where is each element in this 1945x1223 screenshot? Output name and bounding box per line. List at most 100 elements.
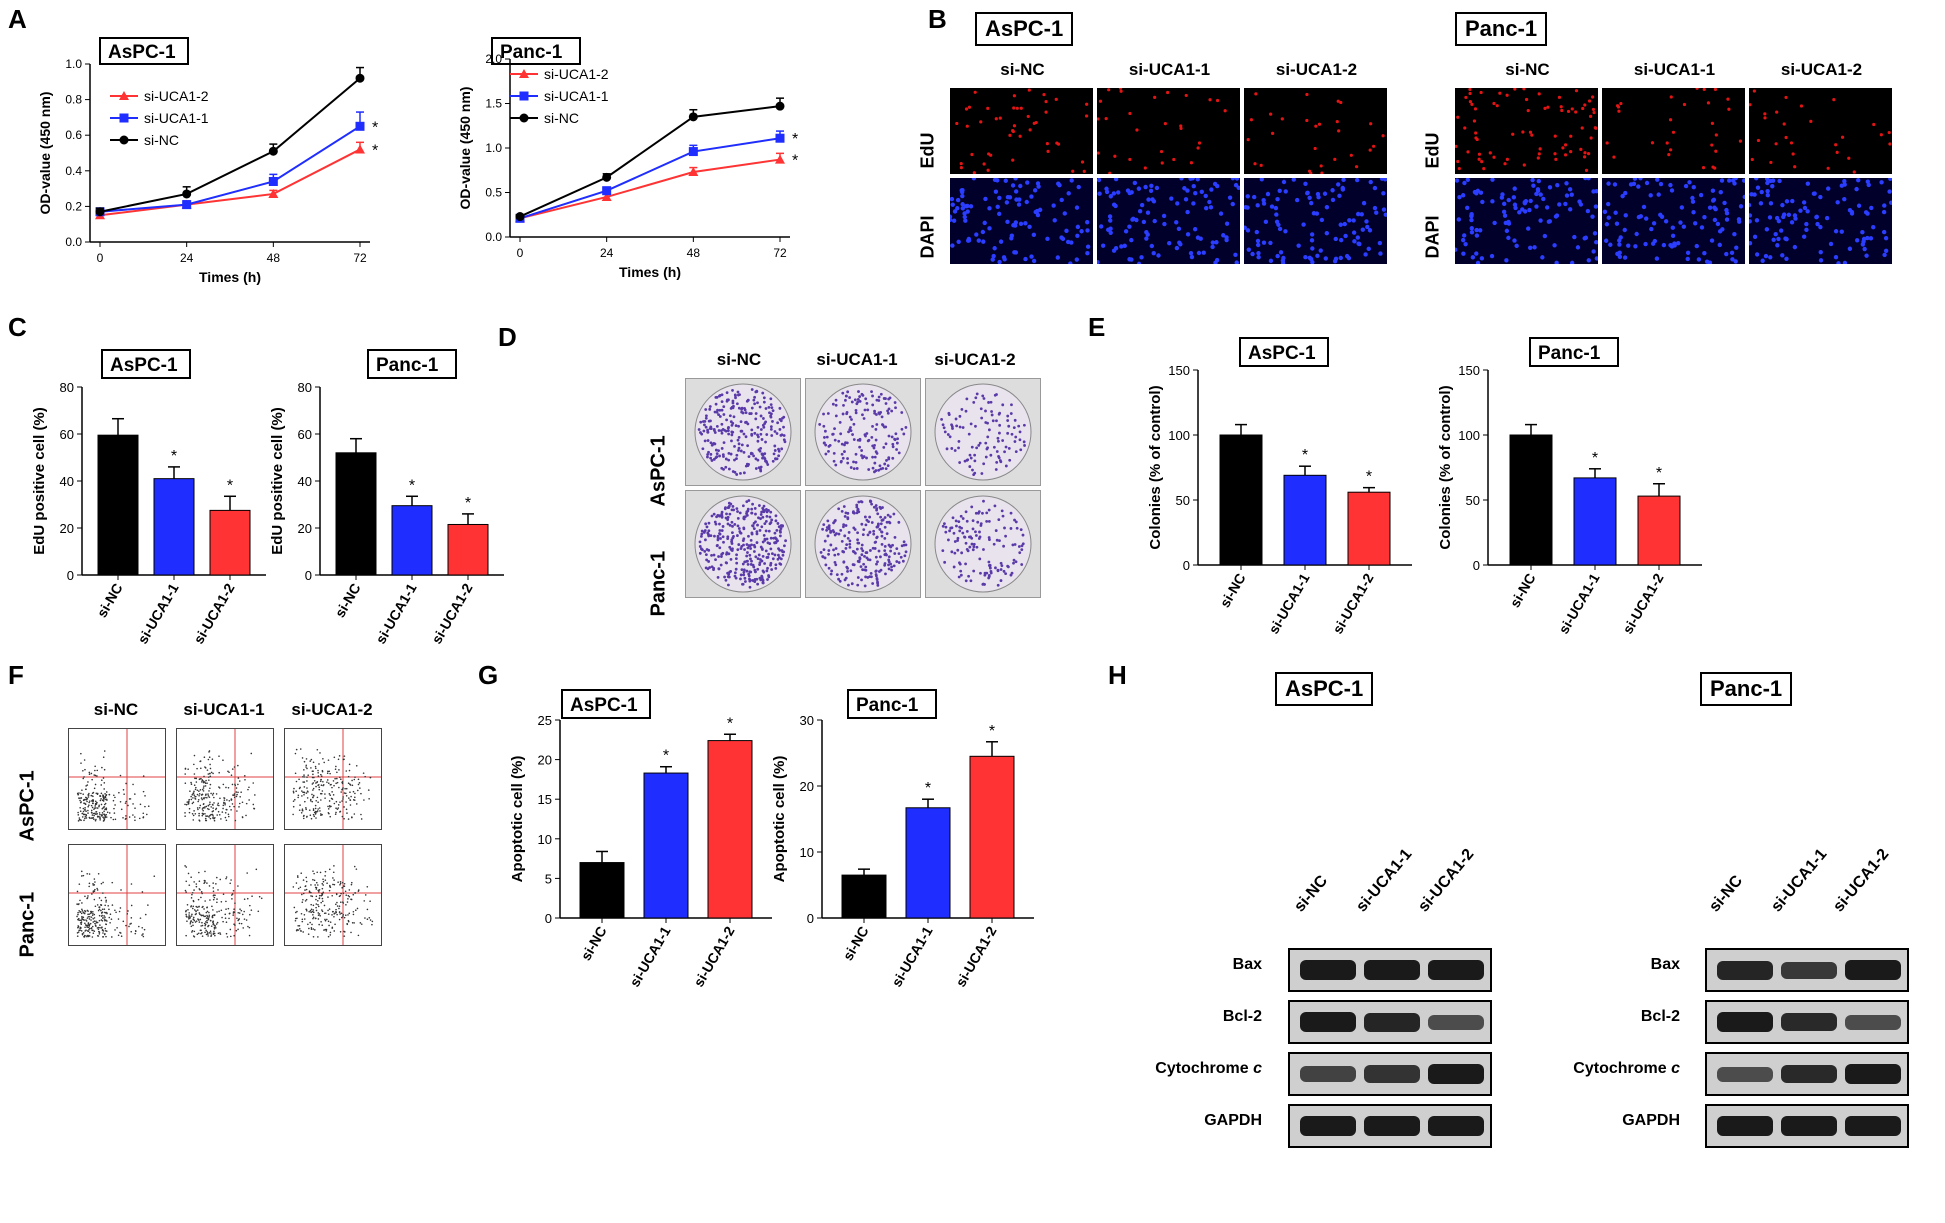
y-tick-label: 0.5 (485, 186, 502, 200)
panel-letter-b: B (928, 4, 947, 34)
x-tick-label: 0 (517, 246, 524, 260)
panel-letter-e: E (1088, 312, 1106, 342)
x-tick-label: si-NC (1506, 571, 1538, 611)
y-tick-label: 2.0 (485, 52, 502, 66)
column-header: si-NC (1000, 60, 1045, 79)
chart-title: AsPC-1 (1248, 343, 1316, 364)
series-si-NC (515, 97, 785, 222)
y-tick-label: 0.4 (65, 164, 82, 178)
edu-micrograph (1455, 88, 1598, 174)
y-tick-label: 0 (545, 911, 552, 926)
column-header: si-NC (716, 350, 762, 369)
data-point (355, 121, 365, 131)
culture-plate (925, 378, 1041, 486)
bar-si-NC: si-NC (331, 437, 377, 620)
legend-marker (119, 135, 129, 145)
bar-si-UCA1-2: * si-UCA1-2 (190, 477, 251, 646)
bar (643, 772, 689, 919)
legend-label: si-NC (544, 110, 579, 126)
lane-label: si-UCA1-2 (1415, 845, 1478, 916)
data-point (95, 207, 105, 217)
micrograph-cells (955, 88, 1089, 174)
legend-marker (519, 91, 529, 101)
y-axis-label: OD-value (450 nm) (37, 92, 53, 215)
y-tick-label: 150 (1458, 363, 1480, 378)
protein-band (1428, 960, 1484, 980)
protein-band (1845, 1064, 1901, 1084)
micrograph-cells (1455, 88, 1598, 172)
x-tick-label: si-UCA1-1 (626, 923, 673, 989)
y-tick-label: 0.0 (485, 230, 502, 244)
flow-plot (284, 844, 382, 946)
y-axis-label: Apoptotic cell (%) (771, 756, 788, 883)
series-line (99, 125, 361, 213)
protein-label: Bcl-2 (1640, 1008, 1680, 1025)
chart-title-box: AsPC-1 (561, 689, 651, 719)
column-header: si-UCA1-2 (1780, 60, 1863, 79)
bar-chart-panc1-colonies: Panc-1 0 50 100 150 Colonies (% of control) si… (1437, 337, 1702, 636)
y-tick-label: 1.0 (65, 57, 82, 71)
bar (1573, 477, 1617, 566)
y-axis-label: EdU positive cell (%) (269, 407, 286, 555)
protein-band (1845, 1116, 1901, 1136)
lane-label: si-UCA1-1 (1768, 845, 1831, 916)
y-tick-label: 20 (538, 753, 552, 768)
lane-label: si-NC (1706, 872, 1747, 916)
series-line (99, 148, 361, 217)
data-point (515, 212, 525, 222)
x-tick-label: si-UCA1-2 (690, 923, 737, 989)
dapi-micrograph (1455, 178, 1598, 264)
chart-title: Panc-1 (1538, 343, 1601, 364)
row-header: AsPC-1 (16, 770, 39, 842)
legend-marker (119, 91, 129, 100)
y-tick-label: 0 (67, 568, 74, 583)
row-header: EdU (917, 132, 938, 169)
protein-band (1428, 1014, 1484, 1030)
protein-label: GAPDH (1622, 1112, 1680, 1129)
colony-dish (814, 383, 912, 481)
data-point (268, 146, 278, 156)
significance-marker: * (792, 153, 798, 170)
panel-b-panc1-title: Panc-1 (1455, 12, 1548, 46)
flow-scatter (69, 729, 165, 829)
bar (1347, 491, 1391, 566)
protein-label: Cytochrome c (1530, 1060, 1680, 1078)
significance-marker: * (372, 119, 378, 136)
bar (1637, 495, 1681, 566)
chart-title-box: Panc-1 (367, 349, 457, 379)
chart-title-box: Panc-1 (1529, 337, 1619, 367)
chart-title: Panc-1 (856, 695, 919, 716)
chart-title-frame (1239, 337, 1329, 367)
y-tick-label: 1.0 (485, 141, 502, 155)
significance-marker: * (989, 723, 995, 740)
flow-plot (176, 728, 274, 830)
edu-micrograph (950, 88, 1093, 174)
edu-micrograph (1749, 88, 1892, 174)
protein-band (1781, 1012, 1837, 1032)
series-si-UCA1-2 (515, 152, 785, 223)
y-tick-label: 20 (800, 779, 814, 794)
y-tick-label: 1.5 (485, 97, 502, 111)
series-line (519, 158, 781, 220)
flow-plot (284, 728, 382, 830)
row-header: DAPI (917, 215, 938, 259)
flow-scatter (285, 845, 381, 945)
panel-h-panc1-title: Panc-1 (1700, 672, 1793, 706)
y-axis-label: EdU positive cell (%) (31, 407, 48, 555)
bar (841, 874, 887, 919)
data-point (355, 73, 365, 83)
row-header: EdU (1422, 132, 1443, 169)
legend-marker (119, 113, 129, 123)
x-tick-label: si-UCA1-1 (372, 580, 419, 646)
bar-si-UCA1-1: * si-UCA1-1 (626, 748, 689, 989)
flow-plot (68, 844, 166, 946)
blot-strip (1288, 1000, 1492, 1044)
chart-title-box: Panc-1 (847, 689, 937, 719)
y-tick-label: 0.2 (65, 199, 82, 213)
x-tick-label: si-UCA1-2 (1329, 570, 1376, 636)
significance-marker: * (409, 477, 415, 494)
culture-plate (685, 378, 801, 486)
y-axis-label: Colonies (% of control) (1147, 385, 1164, 549)
bar-si-UCA1-1: * si-UCA1-1 (888, 780, 951, 989)
chart-title-frame (99, 37, 189, 65)
